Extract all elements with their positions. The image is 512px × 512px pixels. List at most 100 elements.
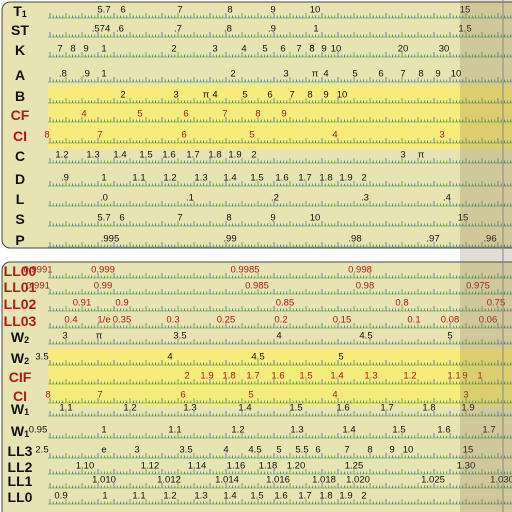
tick-label: 1.7 — [482, 425, 495, 436]
scale-name: LL00 — [4, 263, 37, 279]
tick-label: 1.3 — [290, 425, 303, 436]
tick-label: 9 — [281, 109, 286, 120]
scale-name: LL0 — [8, 489, 33, 505]
tick-label: 4.5 — [251, 352, 264, 363]
tick-label: 4 — [276, 331, 281, 342]
scale-name-text: P — [15, 232, 24, 248]
tick-label: 2 — [171, 44, 176, 55]
tick-label: .97 — [426, 234, 439, 245]
tick-label: 8 — [45, 390, 50, 401]
tick-label: 4 — [212, 90, 217, 101]
tick-label: 5 — [447, 331, 452, 342]
scale-name-sub: 1 — [24, 407, 29, 417]
tick-label: 9 — [270, 213, 275, 224]
scale-name-text: LL00 — [4, 263, 37, 279]
tick-label: 0.985 — [245, 281, 269, 292]
tick-label: 0.1 — [407, 315, 420, 326]
tick-label: .9 — [61, 173, 69, 184]
scale-name-text: LL0 — [8, 489, 33, 505]
scale-name-text: LL3 — [8, 443, 33, 459]
tick-label: .8 — [224, 24, 232, 35]
tick-label: 4 — [241, 44, 246, 55]
tick-label: 6 — [280, 44, 285, 55]
tick-label: 0.9 — [115, 298, 128, 309]
tick-label: 9 — [83, 44, 88, 55]
tick-label: 8 — [255, 109, 260, 120]
scale-name: CI — [13, 128, 27, 144]
tick-label: 7 — [97, 130, 102, 141]
tick-label: 3 — [62, 331, 67, 342]
tick-label: 8 — [418, 69, 423, 80]
scale-name-sub: 1 — [22, 9, 27, 19]
tick-label: 0.2 — [274, 315, 287, 326]
tick-label: .3 — [361, 193, 369, 204]
tick-label: 10 — [451, 69, 462, 80]
tick-label: 9 — [462, 371, 467, 382]
tick-label: 3.5 — [179, 445, 192, 456]
tick-label: .7 — [174, 24, 182, 35]
tick-label: 3 — [400, 150, 405, 161]
tick-label: 1.014 — [215, 475, 239, 486]
tick-label: 10 — [337, 90, 348, 101]
tick-label: 2 — [251, 150, 256, 161]
tick-label: 0.95 — [29, 425, 48, 436]
tick-label: 1 — [477, 371, 482, 382]
tick-label: 2 — [361, 173, 366, 184]
tick-label: 1.2 — [163, 173, 176, 184]
tick-label: .99 — [223, 234, 236, 245]
tick-label: 9 — [389, 445, 394, 456]
tick-label: 1.1 — [59, 403, 72, 414]
tick-label: 6 — [315, 445, 320, 456]
tick-label: 1.6 — [336, 403, 349, 414]
tick-label: 4 — [223, 445, 228, 456]
tick-label: .96 — [483, 234, 496, 245]
tick-label: .1 — [186, 193, 194, 204]
tick-label: 0.9991 — [23, 265, 52, 276]
cursor[interactable] — [460, 0, 512, 512]
tick-label: .6 — [116, 24, 124, 35]
tick-label: .4 — [443, 193, 451, 204]
tick-label: 1.2 — [163, 491, 176, 502]
tick-label: 7 — [344, 445, 349, 456]
tick-label: 1.1 — [447, 371, 460, 382]
tick-label: 1.8 — [422, 403, 435, 414]
tick-label: .574 — [92, 24, 111, 35]
scale-name-text: W — [11, 350, 25, 366]
tick-label: 7 — [97, 390, 102, 401]
tick-label: 1.3 — [194, 491, 207, 502]
tick-label: .995 — [101, 234, 120, 245]
tick-label: 5 — [276, 445, 281, 456]
scale-name: LL2 — [8, 459, 33, 475]
tick-label: 4 — [332, 390, 337, 401]
tick-label: 1.8 — [222, 371, 235, 382]
tick-label: 8 — [309, 44, 314, 55]
scale-name-text: S — [15, 211, 24, 227]
tick-label: 1.5 — [289, 403, 302, 414]
scale-name: LL03 — [4, 313, 37, 329]
scale-name-text: A — [15, 67, 25, 83]
tick-label: 2 — [230, 69, 235, 80]
top-slide — [48, 85, 512, 149]
tick-label: 8 — [227, 5, 232, 16]
tick-label: e — [101, 445, 106, 456]
tick-label: 1.6 — [437, 425, 450, 436]
tick-label: 1.1 — [132, 491, 145, 502]
tick-label: 1.9 — [339, 173, 352, 184]
tick-label: 5 — [262, 44, 267, 55]
tick-label: 7 — [57, 44, 62, 55]
tick-label: 9 — [321, 44, 326, 55]
scale-name-text: W — [11, 329, 25, 345]
tick-label: 8 — [367, 445, 372, 456]
tick-label: .98 — [348, 234, 361, 245]
tick-label: 1.1 — [132, 173, 145, 184]
scale-name-text: L — [16, 191, 25, 207]
scale-name: L — [16, 191, 25, 207]
scale-name-sub: 2 — [24, 335, 29, 345]
tick-label: 20 — [398, 44, 409, 55]
tick-label: 1 — [101, 425, 106, 436]
scale-name-text: LL03 — [4, 313, 37, 329]
tick-label: 1.4 — [238, 403, 251, 414]
tick-label: 1.1 — [168, 425, 181, 436]
tick-label: 9 — [435, 69, 440, 80]
